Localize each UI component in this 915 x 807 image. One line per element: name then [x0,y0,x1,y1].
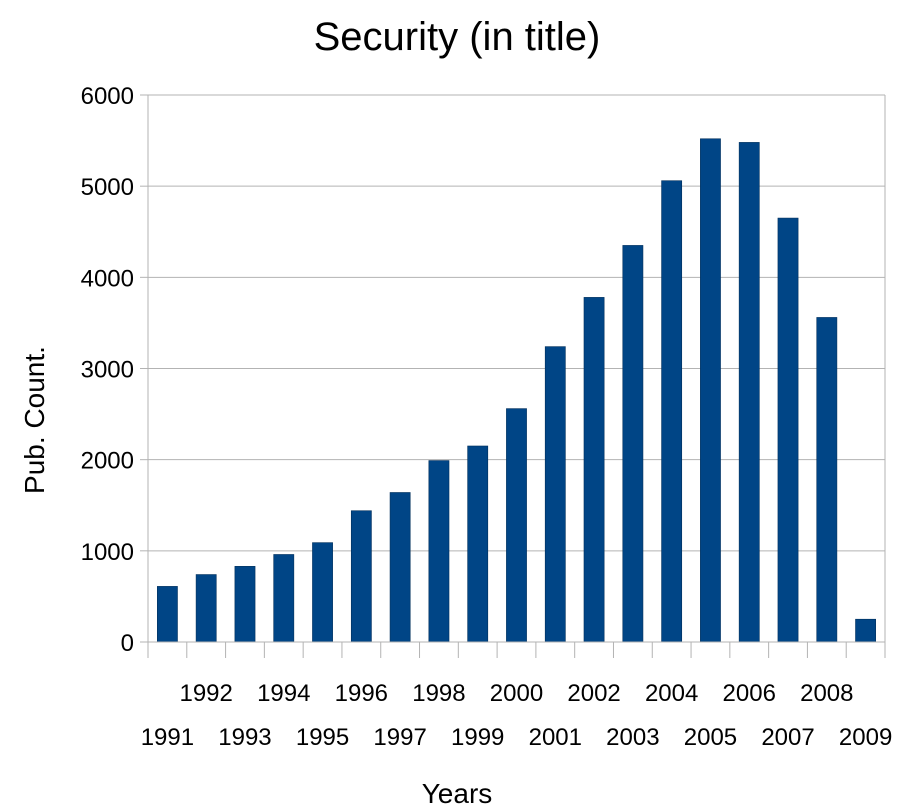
bar [273,554,295,643]
y-axis-label: Pub. Count. [19,346,50,494]
x-tick-label: 2004 [645,680,698,707]
x-axis-label: Years [422,778,493,807]
x-tick-label: 2008 [800,680,853,707]
y-tick-labels: 0 1000 2000 3000 4000 5000 6000 [81,83,134,657]
x-tick-label: 1997 [373,724,426,751]
x-tick-label: 2009 [839,724,892,751]
x-tick-label: 1991 [141,724,194,751]
bar [622,245,644,643]
bar [506,408,527,643]
bar [777,217,799,643]
x-tick-label: 2003 [606,724,659,751]
y-tick-label: 3000 [81,357,134,384]
gridlines [140,94,885,643]
y-tick-label: 1000 [81,539,134,566]
bars [157,138,876,643]
x-tick-label: 1998 [412,680,465,707]
y-tick-label: 0 [121,630,134,657]
bar [234,566,256,643]
bar [389,492,411,643]
bar [195,574,217,643]
x-tick-label: 1994 [257,680,310,707]
x-tick-label: 2000 [490,680,543,707]
x-tick-label: 1996 [335,680,388,707]
x-tick-labels: 1991 1992 1993 1994 1995 1996 1997 1998 1999 2000… [141,680,893,751]
bar [350,510,372,643]
x-tick-label: 1993 [218,724,271,751]
x-tick-label: 2007 [761,724,814,751]
bar [312,542,333,643]
chart-title: Security (in title) [314,15,601,59]
x-tick-label: 2006 [723,680,776,707]
bar [816,317,838,643]
bar [157,586,178,643]
y-tick-label: 4000 [81,265,134,292]
y-tick-label: 6000 [81,83,134,110]
y-tick-label: 2000 [81,448,134,475]
bar [738,142,760,643]
axes [147,95,886,658]
bar [661,180,683,643]
bar [855,618,876,643]
x-tick-label: 2001 [529,724,582,751]
bar [583,297,605,643]
bar [467,445,489,643]
x-tick-label: 1992 [179,680,232,707]
y-tick-label: 5000 [81,174,134,201]
x-tick-label: 2005 [684,724,737,751]
bar [544,346,566,643]
x-tick-label: 1999 [451,724,504,751]
x-tick-label: 2002 [567,680,620,707]
bar [428,460,450,643]
bar [700,138,721,643]
x-tick-label: 1995 [296,724,349,751]
